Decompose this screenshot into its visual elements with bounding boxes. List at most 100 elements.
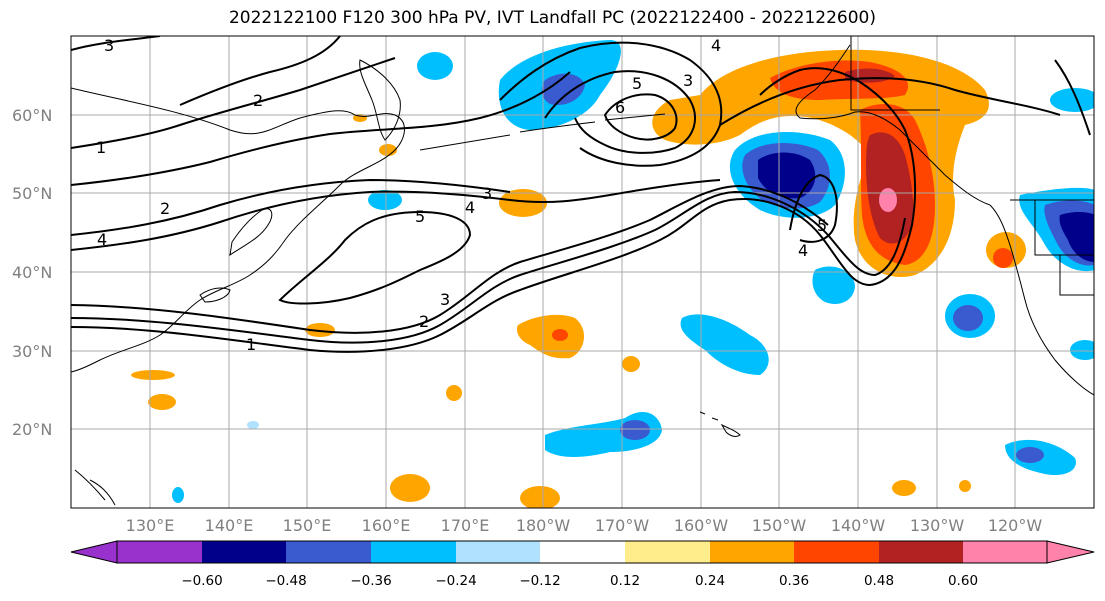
us-state-borders xyxy=(1034,200,1094,296)
positive-anomaly-south-3 xyxy=(892,480,916,496)
lon-label: 150°W xyxy=(752,516,807,535)
negative-anomaly-small-2 xyxy=(368,190,402,210)
negative-anomaly-subtropical-2-core xyxy=(620,420,650,440)
longitude-labels: 130°E 140°E 150°E 160°E 170°E 180°W 170°… xyxy=(126,516,1043,535)
pv-contour-1-north xyxy=(71,57,396,149)
lon-label: 130°W xyxy=(910,516,965,535)
contour-label: 2 xyxy=(253,91,263,110)
stronger-positive-anomaly-coast xyxy=(866,132,914,244)
lat-label: 40°N xyxy=(12,263,52,282)
negative-anomaly-kamchatka xyxy=(417,52,453,80)
contour-label: 3 xyxy=(482,184,492,203)
positive-anomaly-midpacific xyxy=(499,189,547,217)
positive-anomaly-southwest xyxy=(516,314,585,359)
colorbar-tick: −0.48 xyxy=(265,573,306,589)
colorbar-bin xyxy=(879,541,963,563)
pv-contour-2-south xyxy=(71,190,906,344)
colorbar-extend-low xyxy=(70,540,118,564)
contour-label: 3 xyxy=(104,36,114,55)
alaska-coastline xyxy=(795,44,991,206)
negative-anomaly-us-west-core xyxy=(1059,212,1094,262)
hawaii-islands xyxy=(699,411,741,437)
colorbar: −0.60 −0.48 −0.36 −0.24 −0.12 0.12 0.24 … xyxy=(70,540,1095,589)
positive-anomaly-southwest-core xyxy=(552,329,568,341)
negative-anomaly-east-35n-core xyxy=(953,305,983,331)
coastlines xyxy=(71,36,1094,506)
colorbar-bin xyxy=(625,541,710,563)
colorbar-tick: 0.60 xyxy=(948,573,978,589)
colorbar-tick: −0.36 xyxy=(350,573,391,589)
pv-contour-3-mid xyxy=(71,178,511,236)
colorbar-tick: 0.12 xyxy=(610,573,640,589)
japan xyxy=(229,208,273,257)
negative-anomaly-small-4 xyxy=(247,421,259,429)
pv-contour-4-east xyxy=(719,77,1061,126)
contour-label: 1 xyxy=(96,138,106,157)
negative-anomaly-canada xyxy=(1050,88,1094,112)
pv-contour-1-south xyxy=(71,67,917,353)
colorbar-bin xyxy=(202,541,286,563)
lat-label: 30°N xyxy=(12,342,52,361)
pv-contour-3-south xyxy=(71,184,829,334)
contour-label: 5 xyxy=(415,207,425,226)
philippines xyxy=(74,469,116,506)
latitude-labels: 60°N 50°N 40°N 30°N 20°N xyxy=(12,106,52,439)
pv-contour-4-bering xyxy=(499,41,723,167)
pv-contour-4-mid xyxy=(71,179,721,251)
negative-anomaly-bering-core xyxy=(541,73,585,106)
colorbar-tick: −0.24 xyxy=(435,573,476,589)
lat-label: 60°N xyxy=(12,106,52,125)
map-frame xyxy=(70,35,1095,509)
asia-coastline xyxy=(71,87,405,373)
pv-contour-5-bering xyxy=(544,70,696,154)
negative-anomaly-south-of-low xyxy=(812,266,855,305)
pv-contours xyxy=(71,36,1091,353)
positive-anomaly-hawaii-north xyxy=(305,323,335,337)
positive-anomaly-south-2 xyxy=(520,486,560,508)
colorbar-tick: −0.12 xyxy=(519,573,560,589)
lon-label: 150°E xyxy=(283,516,332,535)
colorbar-tick: 0.48 xyxy=(864,573,894,589)
contour-label: 2 xyxy=(160,199,170,218)
pv-contour-2-north xyxy=(71,71,571,186)
lon-label: 160°W xyxy=(674,516,729,535)
colorbar-bin xyxy=(963,541,1047,563)
lon-label: 160°E xyxy=(362,516,411,535)
pv-contour-6-bering xyxy=(603,93,678,141)
bc-coastline xyxy=(989,204,1094,396)
negative-anomaly-east-20n-core xyxy=(1016,447,1044,463)
positive-anomaly-california-core xyxy=(993,248,1013,268)
negative-anomaly-central-pacific-core xyxy=(758,152,816,199)
lat-label: 50°N xyxy=(12,184,52,203)
positive-anomaly-south-1 xyxy=(390,474,430,502)
contour-label: 5 xyxy=(632,74,642,93)
map-title: 2022122100 F120 300 hPa PV, IVT Landfall… xyxy=(228,8,876,28)
colorbar-bin xyxy=(286,541,371,563)
max-positive-anomaly xyxy=(879,188,897,212)
lon-label: 130°E xyxy=(126,516,175,535)
gridlines xyxy=(71,36,1094,508)
pv-contour-5-closed xyxy=(278,210,472,305)
negative-anomaly-small-5 xyxy=(172,487,184,503)
lat-label: 20°N xyxy=(12,420,52,439)
pv-contour-5-east xyxy=(789,173,838,243)
lon-label: 180°W xyxy=(516,516,571,535)
pv-contour-3-east xyxy=(1054,59,1091,136)
positive-anomaly-west-25n xyxy=(148,394,176,410)
contour-label: 4 xyxy=(465,198,475,217)
colorbar-tick: 0.24 xyxy=(695,573,725,589)
colorbar-tick: −0.60 xyxy=(181,573,222,589)
negative-anomaly-subtropical-1 xyxy=(680,314,769,375)
negative-anomaly-small-3 xyxy=(1070,340,1094,360)
colorbar-bin xyxy=(117,541,202,563)
colorbar-bin xyxy=(371,541,456,563)
colorbar-tick: 0.36 xyxy=(779,573,809,589)
lon-label: 120°W xyxy=(988,516,1043,535)
positive-anomaly-japan xyxy=(379,144,397,156)
lon-label: 140°W xyxy=(831,516,886,535)
positive-anomaly-central-25n xyxy=(446,385,462,401)
contour-label: 2 xyxy=(419,312,429,331)
contour-label: 3 xyxy=(440,290,450,309)
positive-anomaly-west-20n xyxy=(131,370,175,380)
